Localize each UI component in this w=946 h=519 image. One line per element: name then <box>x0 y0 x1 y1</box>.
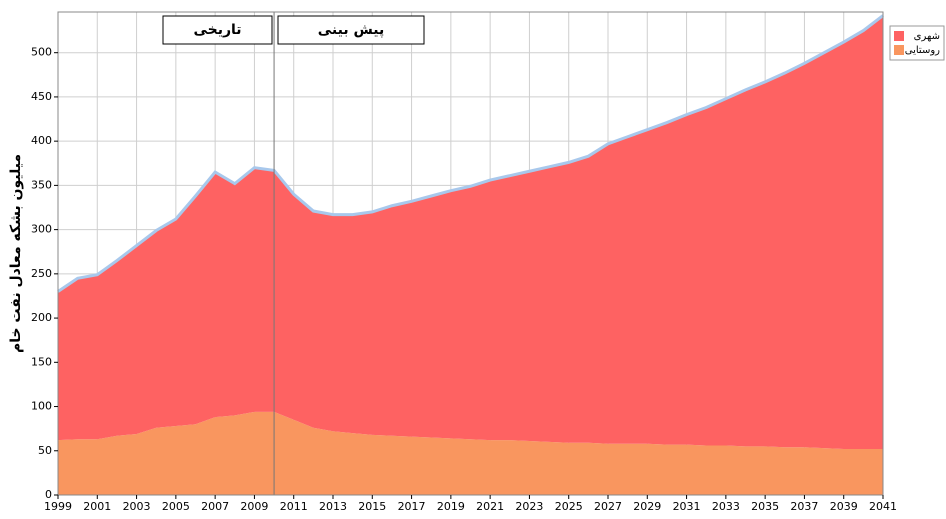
y-tick-label: 250 <box>31 267 52 280</box>
x-tick-label: 2001 <box>83 500 111 513</box>
x-tick-label: 1999 <box>44 500 72 513</box>
x-tick-label: 2005 <box>162 500 190 513</box>
x-tick-label: 2019 <box>437 500 465 513</box>
area-outline <box>57 14 884 293</box>
legend-swatch <box>894 45 904 55</box>
area <box>58 411 883 495</box>
area <box>58 15 883 450</box>
legend-label: روستایی <box>905 45 940 56</box>
y-tick-label: 50 <box>38 444 52 457</box>
y-tick-label: 500 <box>31 46 52 59</box>
x-tick-label: 2035 <box>751 500 779 513</box>
y-tick-label: 450 <box>31 90 52 103</box>
annotation-box <box>162 15 273 45</box>
y-tick-label: 200 <box>31 311 52 324</box>
x-tick-label: 2037 <box>790 500 818 513</box>
annotation: پیش بینی <box>318 22 385 38</box>
annotation: تاریخی <box>193 22 241 38</box>
x-tick-label: 2021 <box>476 500 504 513</box>
x-tick-label: 2003 <box>123 500 151 513</box>
y-tick-label: 150 <box>31 355 52 368</box>
y-tick-label: 300 <box>31 223 52 236</box>
x-tick-label: 2041 <box>869 500 897 513</box>
x-tick-label: 2033 <box>712 500 740 513</box>
annotation-box <box>277 15 425 45</box>
x-tick-label: 2013 <box>319 500 347 513</box>
legend-label: شهری <box>914 31 940 42</box>
x-tick-label: 2025 <box>555 500 583 513</box>
x-tick-label: 2023 <box>515 500 543 513</box>
x-tick-label: 2017 <box>398 500 426 513</box>
x-tick-label: 2011 <box>280 500 308 513</box>
y-tick-label: 400 <box>31 134 52 147</box>
x-tick-label: 2009 <box>240 500 268 513</box>
legend-swatch <box>894 31 904 41</box>
x-tick-label: 2031 <box>673 500 701 513</box>
plot-frame <box>57 11 884 496</box>
y-tick-label: 0 <box>45 488 52 501</box>
x-tick-label: 2015 <box>358 500 386 513</box>
y-axis-label: میلیون بشکه معادل نفت خام <box>8 154 24 353</box>
y-tick-label: 100 <box>31 400 52 413</box>
x-tick-label: 2007 <box>201 500 229 513</box>
x-tick-label: 2029 <box>633 500 661 513</box>
y-tick-label: 350 <box>31 178 52 191</box>
x-tick-label: 2027 <box>594 500 622 513</box>
x-tick-label: 2039 <box>830 500 858 513</box>
